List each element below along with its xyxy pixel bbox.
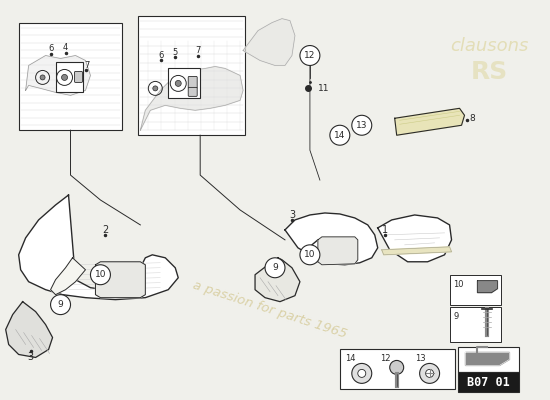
- Circle shape: [265, 258, 285, 278]
- Text: 3: 3: [289, 210, 295, 220]
- FancyBboxPatch shape: [139, 16, 245, 135]
- Polygon shape: [6, 302, 53, 358]
- Polygon shape: [96, 262, 145, 298]
- Circle shape: [330, 125, 350, 145]
- Text: 10: 10: [454, 280, 464, 289]
- Text: 6: 6: [48, 44, 53, 53]
- FancyBboxPatch shape: [449, 307, 502, 342]
- Circle shape: [51, 295, 70, 315]
- Circle shape: [62, 74, 68, 80]
- Text: 13: 13: [356, 121, 367, 130]
- Text: 2: 2: [102, 225, 108, 235]
- Text: 7: 7: [85, 61, 90, 70]
- Circle shape: [426, 370, 433, 377]
- Polygon shape: [395, 108, 465, 135]
- Polygon shape: [477, 281, 497, 293]
- Polygon shape: [318, 237, 358, 265]
- Polygon shape: [382, 247, 452, 255]
- Text: 9: 9: [272, 263, 278, 272]
- Circle shape: [300, 46, 320, 66]
- Polygon shape: [285, 213, 378, 265]
- Text: 9: 9: [454, 312, 459, 321]
- Text: 6: 6: [158, 51, 164, 60]
- Polygon shape: [255, 258, 300, 302]
- Text: 10: 10: [95, 270, 106, 279]
- Text: 11: 11: [318, 84, 329, 93]
- Polygon shape: [243, 19, 295, 66]
- Text: a passion for parts 1965: a passion for parts 1965: [191, 278, 349, 341]
- Text: 8: 8: [470, 114, 475, 123]
- Text: 14: 14: [345, 354, 355, 364]
- FancyBboxPatch shape: [449, 275, 502, 305]
- Circle shape: [300, 245, 320, 265]
- FancyBboxPatch shape: [188, 87, 197, 96]
- Polygon shape: [465, 352, 509, 366]
- Circle shape: [40, 75, 45, 80]
- Polygon shape: [19, 195, 178, 300]
- Text: 12: 12: [304, 51, 316, 60]
- Text: 5: 5: [173, 48, 178, 57]
- Text: 13: 13: [415, 354, 425, 364]
- Text: 14: 14: [334, 131, 345, 140]
- FancyBboxPatch shape: [458, 348, 519, 372]
- FancyBboxPatch shape: [168, 68, 200, 98]
- Circle shape: [420, 364, 439, 383]
- Text: clausons: clausons: [450, 36, 529, 54]
- Text: RS: RS: [471, 60, 508, 84]
- Circle shape: [90, 265, 111, 285]
- Text: 4: 4: [63, 43, 68, 52]
- Polygon shape: [51, 258, 85, 295]
- FancyBboxPatch shape: [340, 350, 454, 389]
- Circle shape: [358, 370, 366, 377]
- Polygon shape: [140, 66, 243, 130]
- FancyBboxPatch shape: [19, 23, 123, 130]
- Text: 9: 9: [58, 300, 63, 309]
- Text: 7: 7: [195, 46, 201, 55]
- FancyBboxPatch shape: [56, 62, 84, 92]
- Polygon shape: [26, 56, 90, 95]
- FancyBboxPatch shape: [458, 372, 519, 392]
- Circle shape: [390, 360, 404, 374]
- Text: 12: 12: [379, 354, 390, 364]
- Circle shape: [175, 80, 182, 86]
- Circle shape: [352, 115, 372, 135]
- Text: 3: 3: [28, 352, 34, 362]
- Circle shape: [153, 86, 158, 91]
- FancyBboxPatch shape: [74, 72, 82, 82]
- Circle shape: [352, 364, 372, 383]
- Polygon shape: [378, 215, 452, 262]
- Text: B07 01: B07 01: [467, 376, 510, 389]
- Text: 10: 10: [304, 250, 316, 259]
- FancyBboxPatch shape: [188, 76, 197, 88]
- Text: 1: 1: [382, 225, 388, 235]
